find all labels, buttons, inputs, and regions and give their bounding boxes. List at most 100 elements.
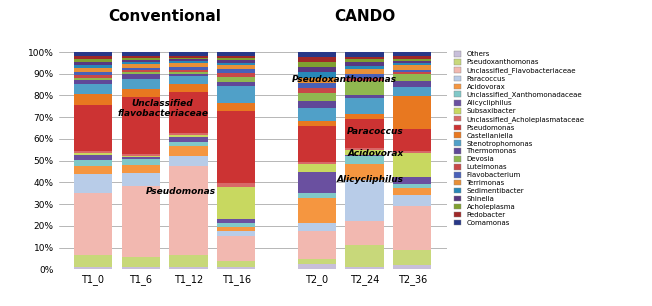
Bar: [217, 62, 255, 65]
Bar: [393, 69, 432, 72]
Bar: [393, 65, 432, 69]
Bar: [393, 72, 432, 74]
Bar: [170, 137, 207, 142]
Bar: [74, 94, 112, 105]
Bar: [217, 73, 255, 77]
Bar: [346, 78, 383, 81]
Bar: [170, 67, 207, 69]
Bar: [346, 57, 383, 59]
Bar: [170, 156, 207, 166]
Bar: [122, 56, 160, 58]
Bar: [170, 255, 207, 267]
Bar: [298, 192, 336, 198]
Bar: [217, 61, 255, 62]
Bar: [74, 166, 112, 174]
Text: CANDO: CANDO: [334, 9, 395, 24]
Bar: [74, 52, 112, 56]
Bar: [298, 126, 336, 162]
Bar: [170, 142, 207, 146]
Bar: [74, 75, 112, 78]
Bar: [346, 156, 383, 164]
Bar: [393, 151, 432, 153]
Bar: [217, 187, 255, 219]
Bar: [393, 96, 432, 129]
Bar: [170, 72, 207, 74]
Bar: [393, 129, 432, 151]
Bar: [122, 165, 160, 174]
Bar: [122, 174, 160, 186]
Bar: [393, 87, 432, 96]
Bar: [122, 257, 160, 267]
Bar: [122, 62, 160, 64]
Bar: [393, 184, 432, 188]
Bar: [346, 66, 383, 69]
Bar: [393, 195, 432, 206]
Bar: [74, 267, 112, 269]
Bar: [298, 198, 336, 223]
Bar: [170, 63, 207, 67]
Text: Alicycliphilus: Alicycliphilus: [337, 175, 404, 184]
Bar: [346, 95, 383, 98]
Bar: [74, 68, 112, 72]
Bar: [170, 76, 207, 84]
Bar: [122, 60, 160, 62]
Bar: [170, 136, 207, 137]
Bar: [393, 80, 432, 87]
Bar: [346, 59, 383, 62]
Bar: [393, 63, 432, 65]
Bar: [74, 174, 112, 193]
Bar: [298, 57, 336, 62]
Bar: [346, 98, 383, 114]
Bar: [346, 151, 383, 155]
Bar: [217, 86, 255, 103]
Bar: [346, 245, 383, 267]
Bar: [170, 56, 207, 58]
Bar: [393, 265, 432, 269]
Bar: [346, 119, 383, 148]
Bar: [122, 267, 160, 269]
Bar: [74, 151, 112, 153]
Bar: [170, 61, 207, 63]
Bar: [298, 101, 336, 108]
Bar: [217, 65, 255, 69]
Bar: [122, 97, 160, 154]
Bar: [74, 65, 112, 68]
Bar: [346, 181, 383, 221]
Bar: [298, 162, 336, 165]
Bar: [170, 84, 207, 92]
Bar: [393, 188, 432, 195]
Bar: [122, 156, 160, 157]
Bar: [393, 249, 432, 265]
Bar: [122, 157, 160, 159]
Bar: [74, 153, 112, 155]
Bar: [393, 59, 432, 61]
Bar: [298, 121, 336, 126]
Bar: [74, 80, 112, 84]
Bar: [217, 77, 255, 82]
Bar: [298, 52, 336, 57]
Bar: [346, 221, 383, 245]
Bar: [74, 255, 112, 267]
Bar: [74, 105, 112, 151]
Bar: [217, 219, 255, 223]
Bar: [298, 165, 336, 172]
Bar: [298, 88, 336, 93]
Text: Pseudomonas: Pseudomonas: [146, 187, 216, 196]
Bar: [74, 72, 112, 75]
Bar: [217, 223, 255, 227]
Bar: [217, 56, 255, 58]
Bar: [74, 84, 112, 94]
Bar: [170, 74, 207, 76]
Bar: [74, 193, 112, 255]
Bar: [298, 62, 336, 67]
Text: Paracoccus: Paracoccus: [348, 127, 404, 136]
Bar: [122, 73, 160, 74]
Bar: [298, 231, 336, 259]
Bar: [170, 146, 207, 156]
Bar: [217, 231, 255, 236]
Bar: [346, 52, 383, 57]
Bar: [122, 68, 160, 70]
Bar: [217, 261, 255, 267]
Bar: [170, 133, 207, 136]
Bar: [122, 79, 160, 89]
